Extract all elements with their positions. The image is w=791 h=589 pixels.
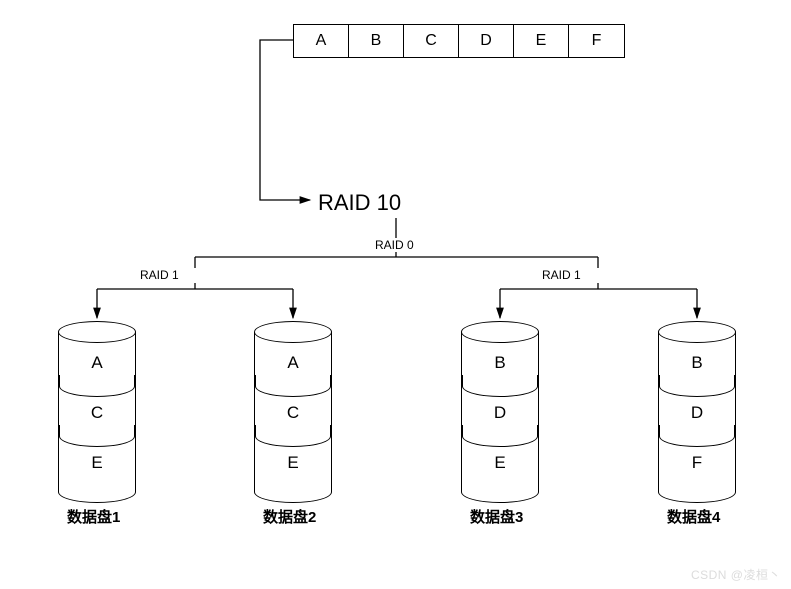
disk-segment: E <box>462 438 538 488</box>
disk-segment: E <box>59 438 135 488</box>
disk-body: BDE <box>461 332 539 482</box>
disk-top-ellipse <box>658 321 736 343</box>
disk-body: BDF <box>658 332 736 482</box>
disk-segment: A <box>59 338 135 388</box>
disk-segment: D <box>659 388 735 438</box>
disk-cylinder: ACE <box>58 321 136 503</box>
disk-caption: 数据盘2 <box>263 506 316 527</box>
disk-caption: 数据盘3 <box>470 506 523 527</box>
disk-cylinder: ACE <box>254 321 332 503</box>
disk-caption: 数据盘4 <box>667 506 720 527</box>
disk-top-ellipse <box>254 321 332 343</box>
raid0-label: RAID 0 <box>375 238 414 252</box>
disk-caption: 数据盘1 <box>67 506 120 527</box>
strip-cell: F <box>569 25 624 57</box>
disk-cylinder: BDE <box>461 321 539 503</box>
disk-segment: E <box>255 438 331 488</box>
disk-segment: A <box>255 338 331 388</box>
disk-segment: B <box>659 338 735 388</box>
strip-cell: A <box>294 25 349 57</box>
disk-segment: D <box>462 388 538 438</box>
strip-cell: D <box>459 25 514 57</box>
watermark: CSDN @凌桓丶 <box>691 566 781 583</box>
strip-cell: E <box>514 25 569 57</box>
raid1-right-label: RAID 1 <box>542 268 581 282</box>
disk-cylinder: BDF <box>658 321 736 503</box>
disk-body: ACE <box>58 332 136 482</box>
strip-cell: C <box>404 25 459 57</box>
disk-segment: B <box>462 338 538 388</box>
data-strip: ABCDEF <box>293 24 625 58</box>
disk-segment: F <box>659 438 735 488</box>
diagram-stage: ABCDEF RAID 10 RAID 0 RAID 1 RAID 1 ACE数… <box>0 0 791 589</box>
strip-cell: B <box>349 25 404 57</box>
disk-segment: C <box>59 388 135 438</box>
disk-top-ellipse <box>58 321 136 343</box>
raid1-left-label: RAID 1 <box>140 268 179 282</box>
disk-top-ellipse <box>461 321 539 343</box>
disk-segment: C <box>255 388 331 438</box>
raid10-title: RAID 10 <box>318 190 401 216</box>
disk-body: ACE <box>254 332 332 482</box>
